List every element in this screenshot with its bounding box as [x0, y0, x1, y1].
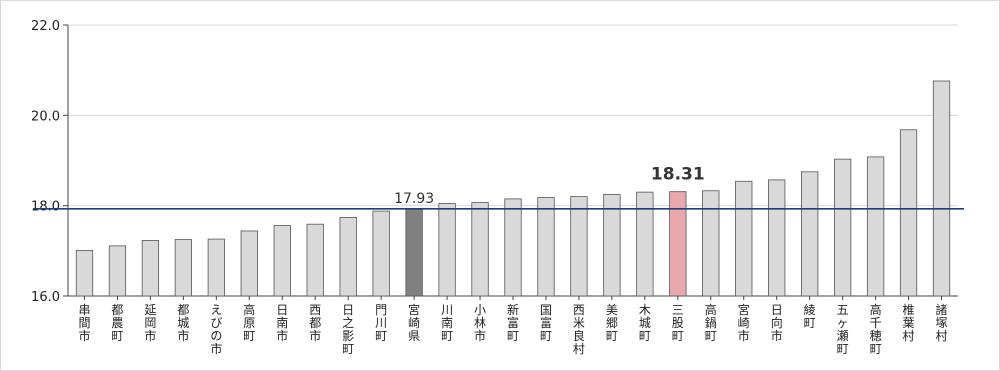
x-tick-label: 宮崎県 [408, 302, 420, 343]
bar [339, 217, 357, 297]
x-tick-label: 宮崎市 [738, 302, 750, 343]
data-labels: 17.93 18.31 [394, 165, 705, 207]
bars [75, 80, 951, 297]
x-tick-label: 国富町 [540, 303, 552, 343]
bar [768, 179, 786, 297]
x-tick-label: 日向市 [771, 303, 783, 343]
x-tick-label: 日之影町 [342, 303, 354, 356]
x-tick-label: 延岡市 [144, 303, 156, 343]
x-tick-label: 西都市 [309, 303, 321, 343]
bar [240, 230, 258, 297]
y-axis: 16.0 18.0 20.0 22.0 [31, 19, 958, 305]
bar [735, 180, 753, 297]
bar [636, 191, 654, 297]
bar [306, 223, 324, 297]
bar [504, 198, 522, 297]
bar [174, 239, 193, 297]
x-tick-label: 門川町 [375, 303, 387, 343]
x-tick-label: 川南町 [441, 303, 453, 343]
bar [273, 225, 291, 297]
data-label: 18.31 [651, 165, 705, 185]
bar [866, 156, 885, 297]
bar [702, 190, 720, 297]
x-tick-label: 都農町 [111, 303, 123, 343]
x-tick-label: 美郷町 [606, 303, 618, 343]
x-tick-label: えびの市 [210, 303, 222, 356]
bar [833, 158, 852, 297]
x-tick-label: 五ヶ瀬町 [837, 303, 849, 356]
bar [405, 208, 423, 297]
bar [438, 203, 456, 297]
data-label: 17.93 [394, 191, 434, 207]
x-tick-label: 高千穂町 [870, 302, 882, 356]
bar [108, 245, 127, 297]
y-tick-label: 20.0 [31, 109, 60, 124]
bar [537, 197, 555, 297]
x-tick-label: 三股町 [672, 303, 684, 343]
x-tick-label: 高鍋町 [705, 302, 717, 343]
x-tick-label: 新富町 [507, 302, 519, 343]
x-tick-label: 椎葉村 [903, 302, 915, 343]
x-tick-label: 諸塚村 [936, 302, 948, 343]
bar [932, 80, 951, 297]
x-tick-label: 串間市 [78, 303, 90, 343]
bar [75, 249, 94, 297]
x-tick-label: 木城町 [639, 303, 651, 343]
x-tick-label: 日南市 [276, 303, 288, 343]
bar [372, 210, 390, 297]
y-tick-label: 16.0 [31, 290, 60, 305]
x-tick-label: 西米良村 [573, 303, 585, 356]
bar [669, 191, 687, 297]
bar [801, 171, 819, 297]
x-tick-label: 綾町 [804, 302, 816, 330]
y-tick-label: 22.0 [31, 19, 60, 34]
bar [899, 129, 918, 297]
bar [570, 196, 588, 297]
bar [471, 202, 489, 297]
x-axis-labels: 串間市 都農町 延岡市 都城市 えびの市 高原町 日南市 西都市 日之影町 門川町 宮崎県 川南町 小林… [78, 296, 948, 356]
x-tick-label: 高原町 [243, 302, 255, 343]
bar [141, 240, 160, 297]
bar [207, 238, 225, 297]
y-tick-label: 18.0 [31, 200, 60, 215]
x-tick-label: 小林市 [474, 303, 486, 343]
x-tick-label: 都城市 [177, 303, 189, 343]
